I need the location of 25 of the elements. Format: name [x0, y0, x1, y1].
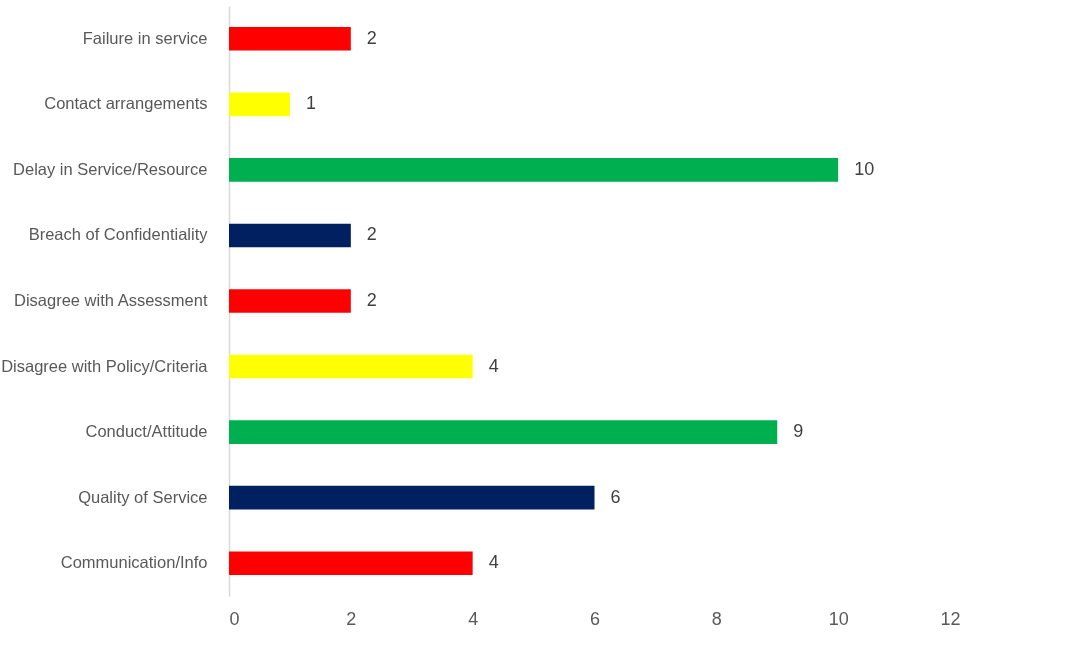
y-tick-label: Conduct/Attitude	[85, 422, 208, 441]
data-label: 4	[488, 355, 499, 376]
y-tick-label: Contact arrangements	[44, 94, 208, 113]
y-tick-label: Quality of Service	[78, 487, 208, 506]
x-tick-label: 6	[589, 608, 601, 629]
data-label: 6	[610, 486, 621, 507]
data-label: 2	[366, 27, 377, 48]
data-label: 9	[793, 421, 804, 442]
y-tick-label: Failure in service	[82, 28, 208, 47]
x-tick-label: 4	[468, 608, 479, 629]
x-tick-label: 12	[940, 608, 961, 629]
data-label: 4	[488, 552, 499, 573]
data-label: 2	[366, 290, 377, 310]
y-tick-label: Delay in Service/Resource	[13, 159, 208, 178]
y-tick-label: Communication/Info	[60, 553, 208, 572]
x-tick-label: 2	[346, 608, 357, 629]
y-tick-label: Breach of Confidentiality	[28, 225, 209, 244]
x-tick-label: 10	[828, 608, 849, 629]
x-tick-label: 0	[229, 608, 240, 629]
x-tick-label: 8	[711, 608, 722, 629]
data-label: 10	[854, 158, 875, 179]
data-label: 1	[305, 93, 316, 114]
y-tick-label: Disagree with Assessment	[14, 291, 208, 309]
y-tick-label: Disagree with Policy/Criteria	[1, 356, 209, 375]
data-label: 2	[366, 224, 377, 245]
